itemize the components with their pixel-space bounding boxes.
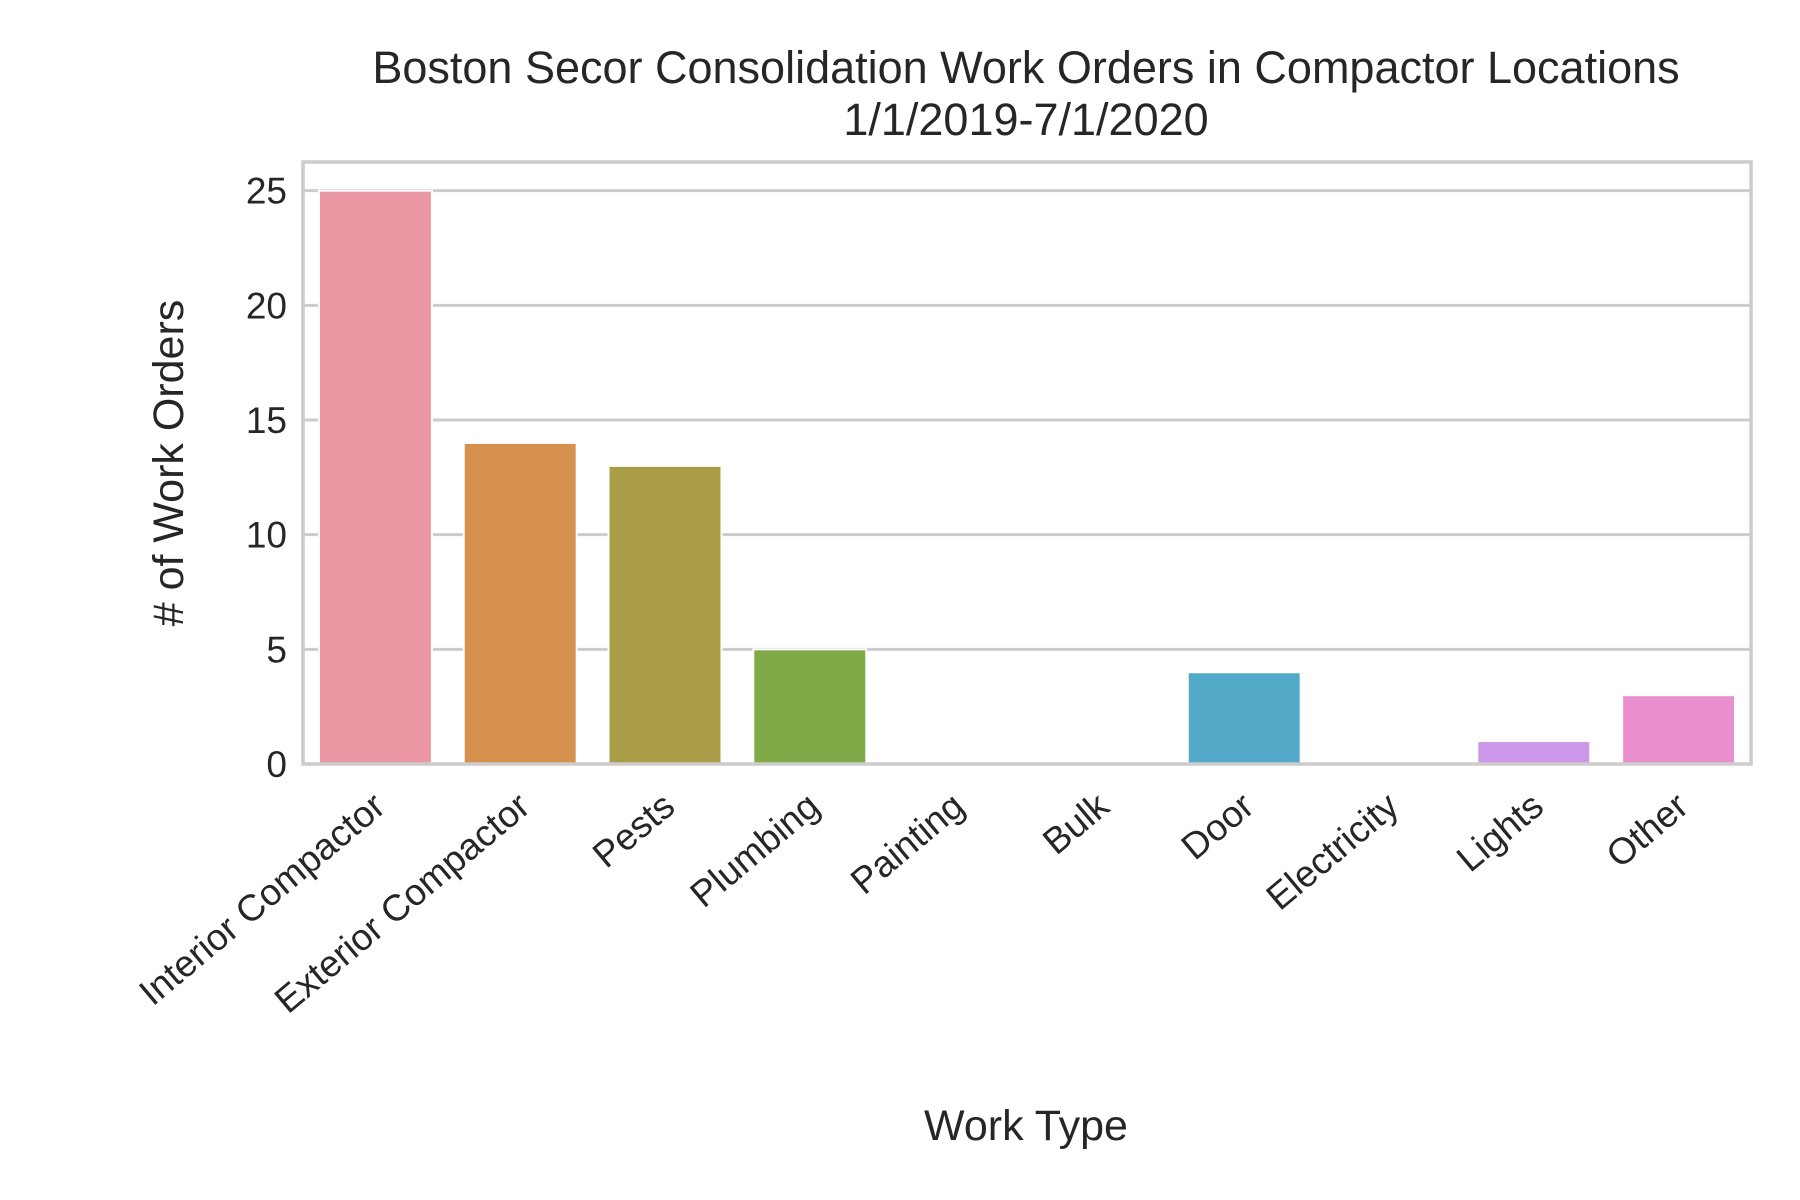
- x-tick-lights: Lights: [1449, 785, 1551, 880]
- bar-door: [1186, 671, 1302, 765]
- y-axis-label: # of Work Orders: [145, 300, 193, 627]
- x-tick-electricity: Electricity: [1259, 784, 1407, 917]
- x-tick-plumbing: Plumbing: [682, 785, 827, 916]
- x-axis-label: Work Type: [924, 1102, 1128, 1150]
- x-tick-door: Door: [1174, 785, 1262, 868]
- x-tick-painting: Painting: [843, 785, 972, 902]
- bar-other: [1621, 694, 1737, 766]
- x-tick-other: Other: [1598, 785, 1695, 876]
- y-tick-0: 0: [266, 744, 287, 785]
- x-tick-exterior-compactor: Exterior Compactor: [267, 785, 538, 1021]
- x-tick-pests: Pests: [585, 785, 682, 876]
- bars: [317, 189, 1737, 766]
- y-tick-25: 25: [246, 171, 287, 212]
- y-tick-15: 15: [246, 400, 287, 441]
- chart-subtitle: 1/1/2019-7/1/2020: [843, 94, 1208, 145]
- x-tick-bulk: Bulk: [1035, 784, 1117, 862]
- bar-lights: [1476, 740, 1592, 765]
- bar-plumbing: [752, 648, 868, 765]
- y-tick-5: 5: [266, 629, 287, 670]
- y-tick-10: 10: [246, 515, 287, 556]
- y-tick-labels: 0 5 10 15 20 25: [246, 171, 287, 785]
- bar-exterior-compactor: [462, 441, 578, 765]
- bar-interior-compactor: [317, 189, 433, 765]
- bar-pests: [607, 464, 723, 765]
- x-tick-interior-compactor: Interior Compactor: [131, 785, 392, 1013]
- plot-frame: [301, 160, 1753, 766]
- chart-title: Boston Secor Consolidation Work Orders i…: [372, 42, 1679, 93]
- y-tick-20: 20: [246, 285, 287, 326]
